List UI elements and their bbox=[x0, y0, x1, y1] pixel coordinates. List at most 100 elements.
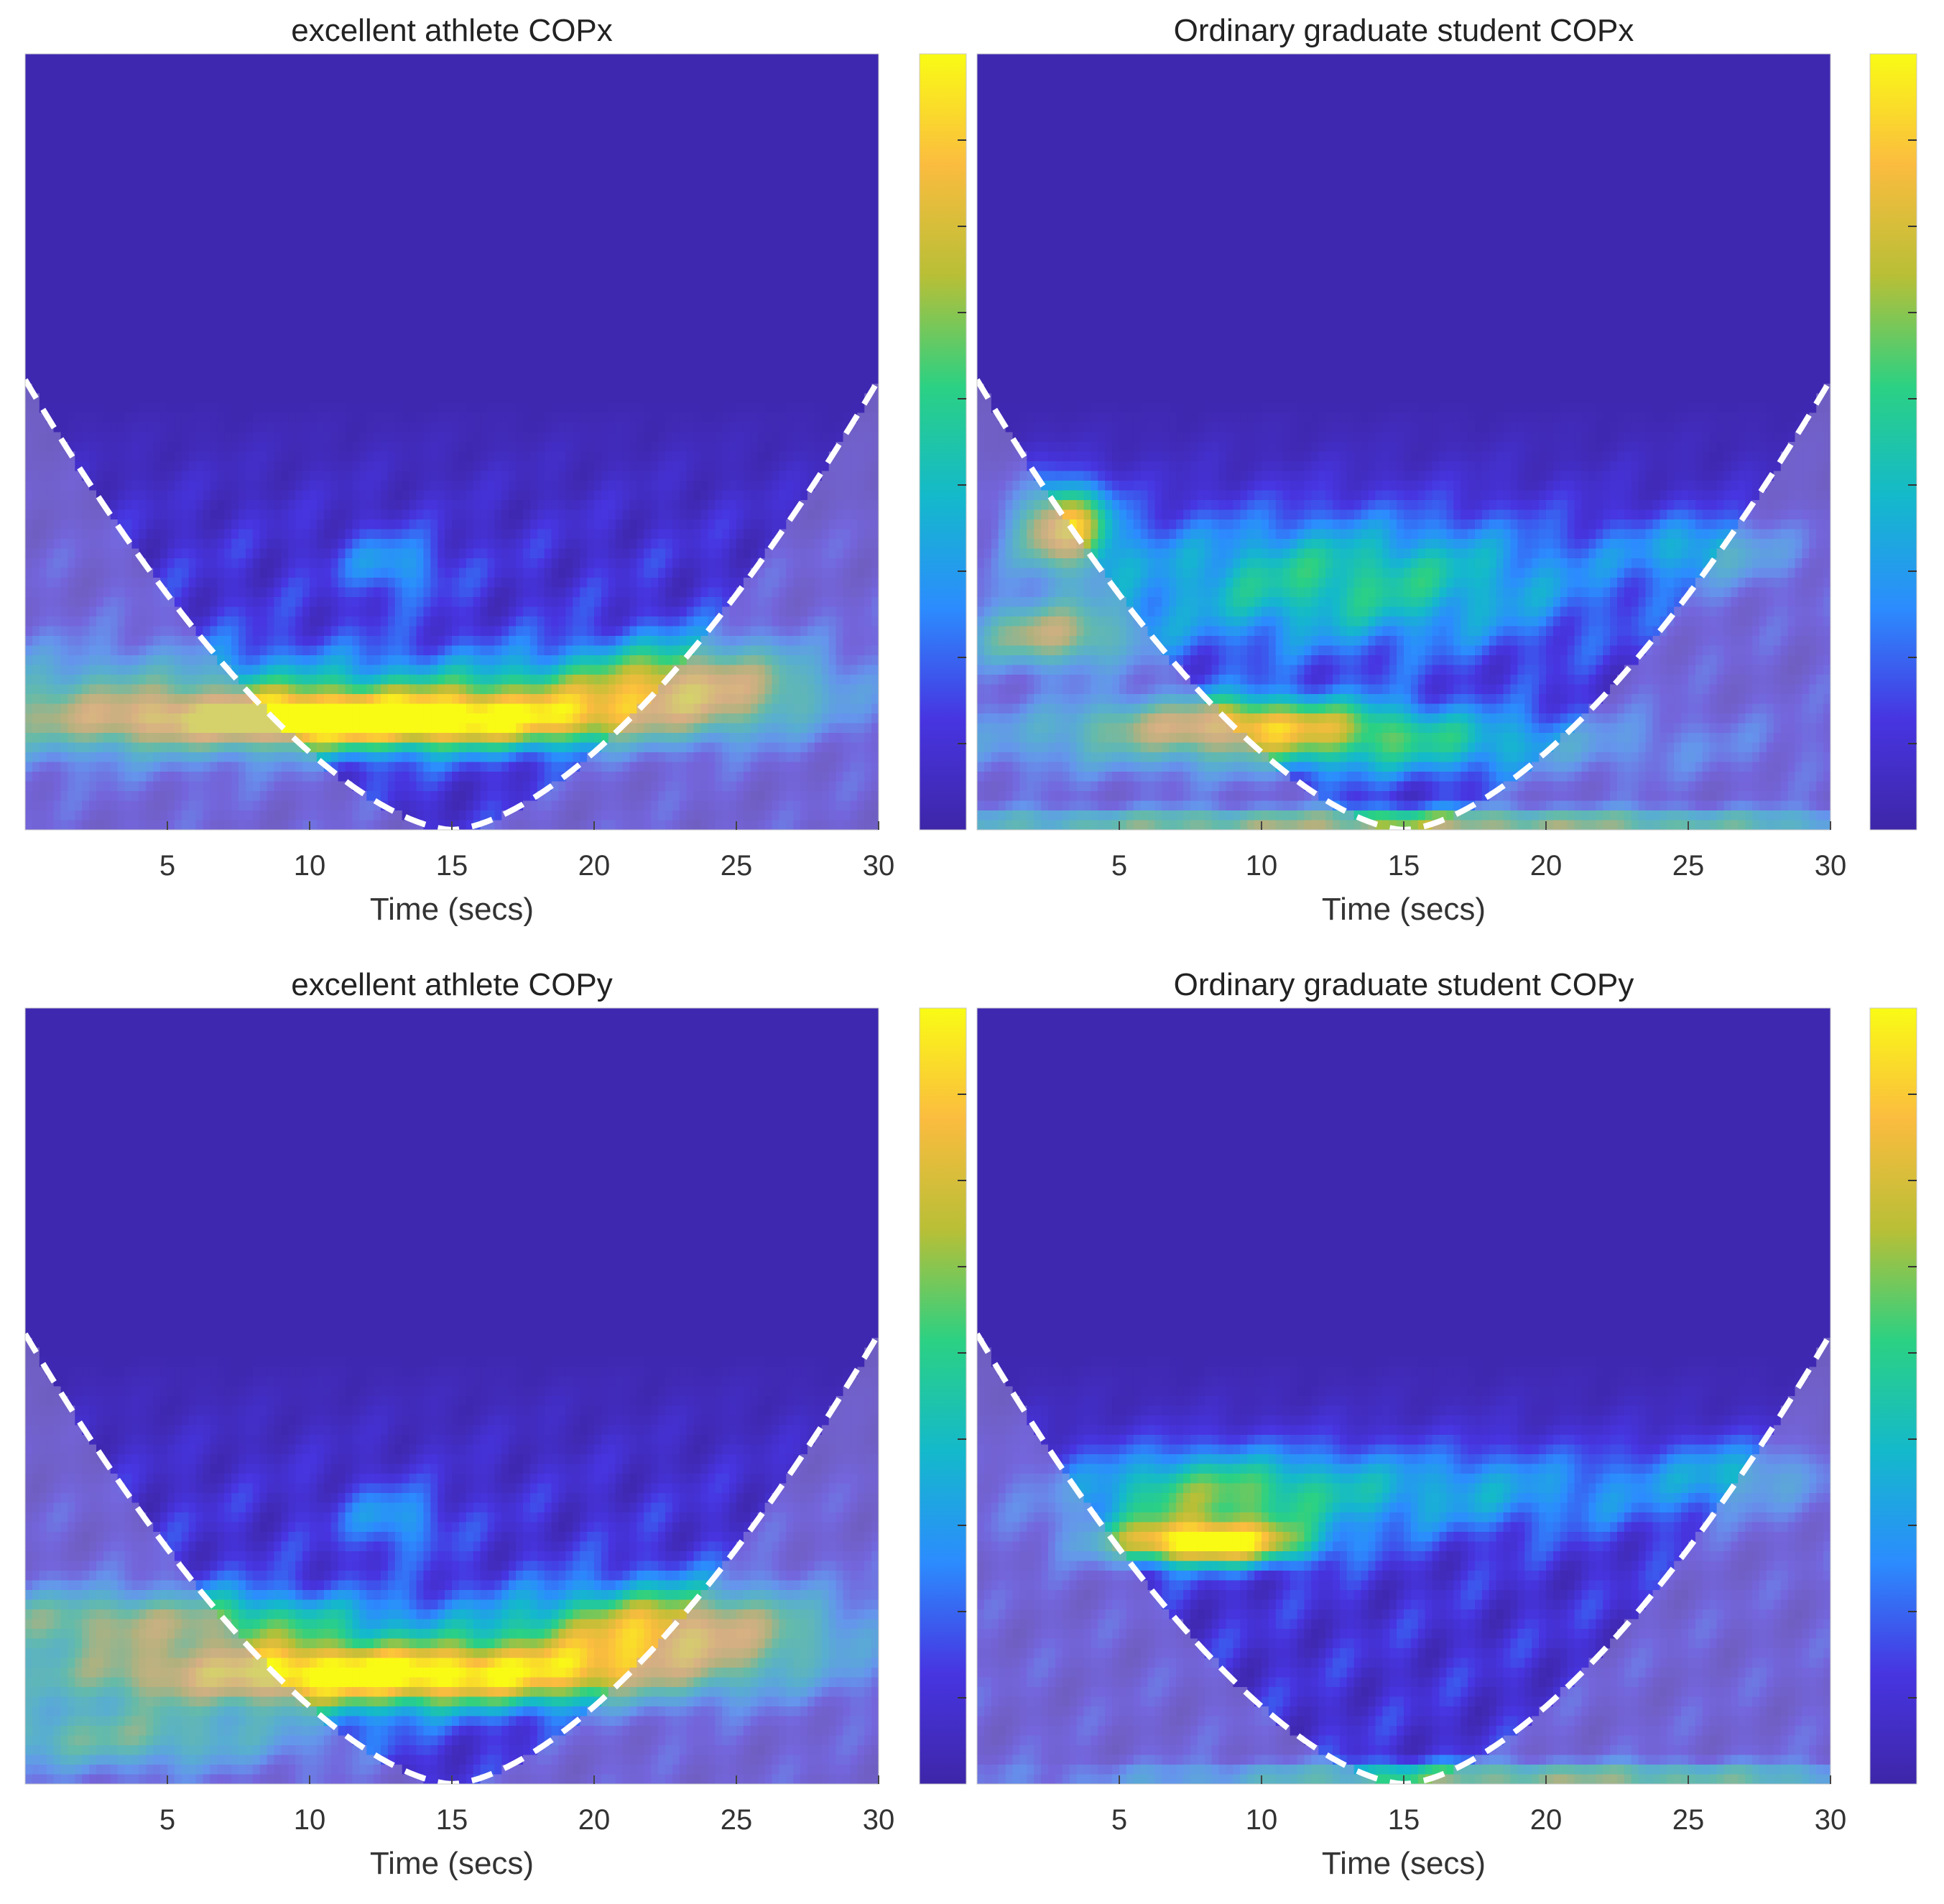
heatmap-cell bbox=[345, 63, 353, 74]
heatmap-cell bbox=[438, 54, 445, 65]
heatmap-cell bbox=[381, 218, 389, 229]
heatmap-cell bbox=[501, 141, 509, 152]
heatmap-cell bbox=[330, 93, 339, 103]
heatmap-cell bbox=[729, 335, 737, 346]
heatmap-cell bbox=[786, 287, 794, 297]
heatmap-cell bbox=[117, 73, 126, 84]
heatmap-cell bbox=[195, 102, 204, 113]
heatmap-cell bbox=[224, 432, 232, 443]
heatmap-cell bbox=[814, 209, 823, 220]
heatmap-cell bbox=[430, 422, 438, 433]
heatmap-cell bbox=[644, 112, 652, 123]
heatmap-cell bbox=[608, 190, 616, 200]
heatmap-cell bbox=[743, 83, 751, 93]
heatmap-cell bbox=[310, 238, 318, 249]
heatmap-cell bbox=[409, 209, 417, 220]
heatmap-cell bbox=[139, 73, 147, 84]
heatmap-cell bbox=[423, 151, 432, 162]
heatmap-cell bbox=[139, 277, 147, 287]
heatmap-cell bbox=[167, 442, 175, 453]
heatmap-cell bbox=[160, 364, 168, 375]
heatmap-cell bbox=[843, 112, 851, 123]
heatmap-cell bbox=[32, 374, 40, 384]
heatmap-cell bbox=[409, 364, 417, 375]
heatmap-cell bbox=[259, 364, 268, 375]
heatmap-cell bbox=[224, 238, 232, 249]
heatmap-cell bbox=[160, 121, 168, 132]
heatmap-cell bbox=[587, 325, 595, 336]
heatmap-cell bbox=[537, 238, 545, 249]
heatmap-cell bbox=[516, 170, 524, 181]
heatmap-cell bbox=[807, 325, 815, 336]
heatmap-cell bbox=[210, 248, 218, 259]
heatmap-cell bbox=[423, 73, 432, 84]
heatmap-cell bbox=[843, 335, 851, 346]
heatmap-cell bbox=[281, 209, 290, 220]
heatmap-cell bbox=[68, 112, 76, 123]
heatmap-cell bbox=[615, 248, 624, 259]
heatmap-cell bbox=[757, 354, 766, 365]
heatmap-cell bbox=[89, 384, 97, 394]
heatmap-cell bbox=[736, 93, 744, 103]
heatmap-cell bbox=[153, 209, 161, 220]
heatmap-cell bbox=[487, 354, 496, 365]
heatmap-cell bbox=[779, 199, 787, 210]
heatmap-cell bbox=[871, 248, 879, 259]
heatmap-cell bbox=[295, 151, 303, 162]
heatmap-cell bbox=[594, 384, 602, 394]
heatmap-cell bbox=[516, 257, 524, 268]
heatmap-cell bbox=[53, 374, 62, 384]
heatmap-cell bbox=[458, 228, 467, 239]
heatmap-cell bbox=[715, 160, 723, 171]
heatmap-cell bbox=[239, 54, 246, 65]
heatmap-cell bbox=[608, 325, 616, 336]
heatmap-cell bbox=[252, 412, 261, 423]
heatmap-cell bbox=[338, 170, 346, 181]
heatmap-cell bbox=[565, 374, 574, 384]
heatmap-cell bbox=[217, 141, 225, 152]
heatmap-cell bbox=[139, 170, 147, 181]
heatmap-cell bbox=[779, 238, 787, 249]
heatmap-cell bbox=[722, 209, 730, 220]
heatmap-cell bbox=[622, 374, 631, 384]
heatmap-cell bbox=[764, 93, 773, 103]
heatmap-cell bbox=[565, 228, 574, 239]
heatmap-cell bbox=[359, 393, 367, 404]
heatmap-cell bbox=[644, 160, 652, 171]
heatmap-cell bbox=[800, 54, 808, 65]
heatmap-cell bbox=[310, 325, 318, 336]
heatmap-cell bbox=[452, 296, 460, 307]
heatmap-cell bbox=[516, 345, 524, 356]
heatmap-cell bbox=[587, 112, 595, 123]
heatmap-cell bbox=[736, 296, 744, 307]
heatmap-cell bbox=[131, 151, 140, 162]
heatmap-cell bbox=[580, 170, 588, 181]
heatmap-cell bbox=[729, 131, 737, 142]
heatmap-cell bbox=[686, 384, 695, 394]
heatmap-cell bbox=[509, 432, 517, 443]
heatmap-cell bbox=[139, 442, 147, 453]
heatmap-cell bbox=[160, 412, 168, 423]
heatmap-cell bbox=[110, 141, 119, 152]
heatmap-cell bbox=[153, 412, 161, 423]
heatmap-cell bbox=[316, 54, 325, 65]
heatmap-cell bbox=[551, 160, 560, 171]
heatmap-cell bbox=[281, 354, 290, 365]
heatmap-cell bbox=[850, 384, 858, 394]
heatmap-cell bbox=[466, 442, 474, 453]
heatmap-cell bbox=[814, 345, 823, 356]
heatmap-cell bbox=[828, 141, 837, 152]
heatmap-cell bbox=[96, 345, 104, 356]
heatmap-cell bbox=[188, 354, 197, 365]
heatmap-cell bbox=[764, 83, 773, 93]
heatmap-cell bbox=[637, 209, 645, 220]
heatmap-cell bbox=[537, 190, 545, 200]
heatmap-cell bbox=[302, 151, 310, 162]
heatmap-cell bbox=[338, 442, 346, 453]
heatmap-cell bbox=[615, 121, 624, 132]
heatmap-cell bbox=[452, 325, 460, 336]
heatmap-cell bbox=[509, 160, 517, 171]
heatmap-cell bbox=[32, 267, 40, 278]
heatmap-cell bbox=[402, 121, 410, 132]
heatmap-cell bbox=[708, 257, 716, 268]
